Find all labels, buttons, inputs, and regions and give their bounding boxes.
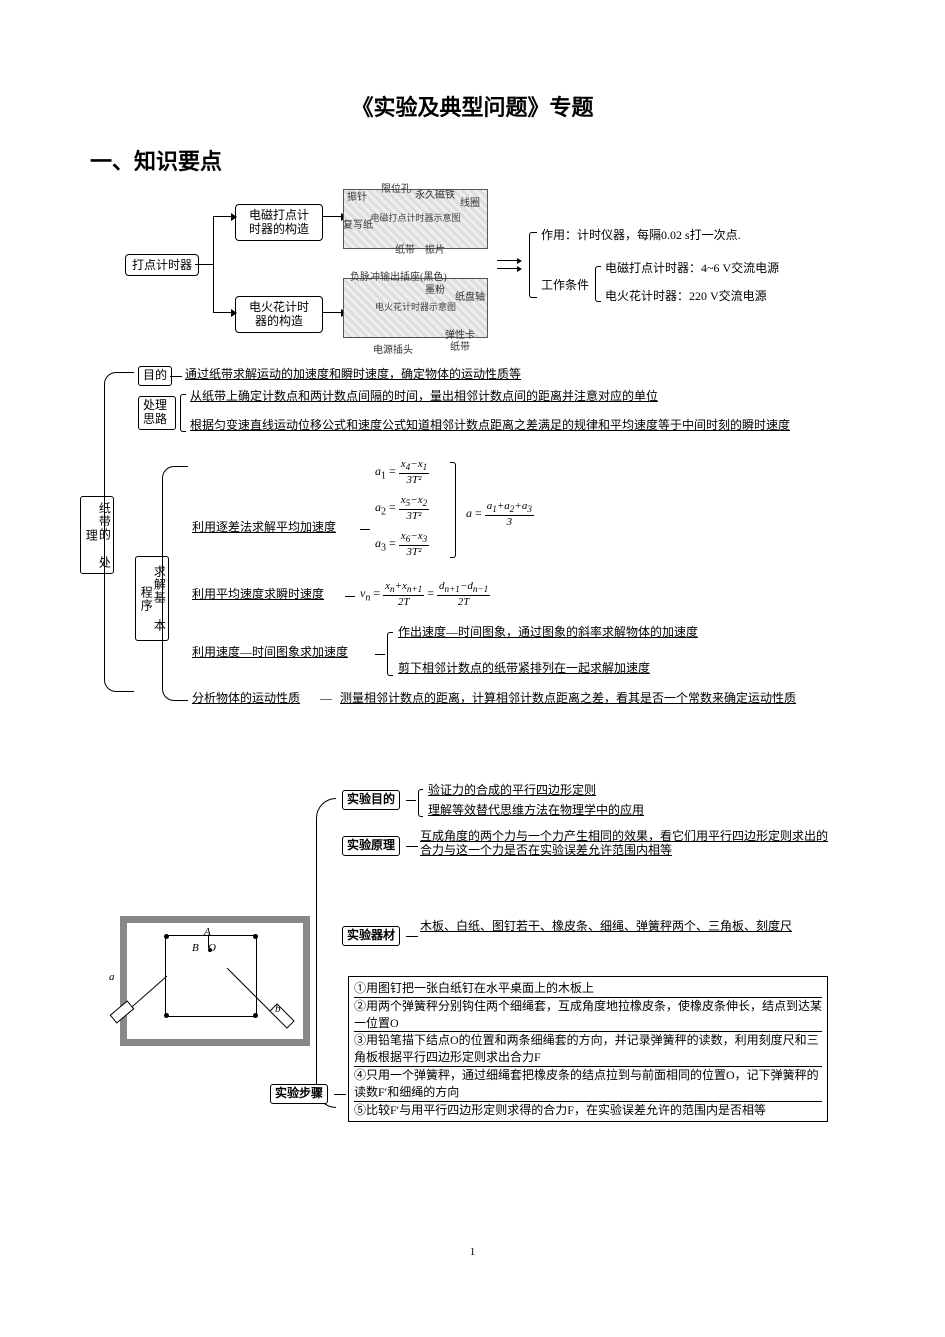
condition2: 电火花计时器：220 V交流电源 xyxy=(605,290,767,304)
label: 振针 xyxy=(347,188,367,203)
label: 复写纸 xyxy=(343,216,373,231)
sec2-label: 实验原理 xyxy=(342,836,400,856)
point-O xyxy=(208,948,212,952)
method2: 根据匀变速直线运动位移公式和速度公式知道相邻计数点距离之差满足的规律和平均速度等… xyxy=(190,419,790,433)
equation: a3 = x6−x33T² xyxy=(375,530,429,558)
purpose-text: 通过纸带求解运动的加速度和瞬时速度，确定物体的运动性质等 xyxy=(185,368,521,382)
p3a: 作出速度—时间图象，通过图象的斜率求解物体的加速度 xyxy=(398,626,698,640)
sec3: 木板、白纸、图钉若干、橡皮条、细绳、弹簧秤两个、三角板、刻度尺 xyxy=(420,920,800,934)
spring-scale-a-icon xyxy=(107,971,177,1026)
label-B: B xyxy=(192,942,199,954)
equation: vn = xn+xn+12T = dn+1−dn−12T xyxy=(360,580,490,608)
bracket xyxy=(418,789,423,817)
branch1-box: 电磁打点计 时器的构造 xyxy=(235,204,323,241)
label: 墨粉 xyxy=(425,281,445,296)
sec3-label: 实验器材 xyxy=(342,926,400,946)
page-title: 《实验及典型问题》专题 xyxy=(90,90,855,122)
label: 永久磁铁 xyxy=(415,186,455,201)
sec4-label: 实验步骤 xyxy=(270,1084,328,1104)
pin-icon xyxy=(164,934,169,939)
conn-line xyxy=(334,1094,346,1095)
label: 限位孔 xyxy=(381,180,411,195)
label: 纸带 xyxy=(395,241,415,256)
p3b: 剪下相邻计数点的纸带紧排列在一起求解加速度 xyxy=(398,662,650,676)
conn-line xyxy=(406,846,418,847)
step-2: ②用两个弹簧秤分别钩住两个细绳套，互成角度地拉橡皮条，使橡皮条伸长，结点到达某一… xyxy=(354,997,822,1032)
function-text: 作用：计时仪器，每隔0.02 s打一次点. xyxy=(541,229,741,243)
curve-bracket xyxy=(104,372,134,692)
step-1: ①用图钉把一张白纸钉在水平桌面上的木板上 xyxy=(354,980,822,997)
curve-bracket xyxy=(316,798,336,1108)
p4-label: 分析物体的运动性质 xyxy=(192,692,300,706)
label: 电源插头 xyxy=(373,341,413,356)
bracket xyxy=(387,632,393,676)
label-b: b xyxy=(275,1003,281,1015)
root-box: 打点计时器 xyxy=(125,254,199,276)
conn-line xyxy=(345,596,355,597)
branch2-box: 电火花计时 器的构造 xyxy=(235,296,323,333)
method-label: 处理 思路 xyxy=(138,396,176,430)
step-4: ④只用一个弹簧秤，通过细绳套把橡皮条的结点拉到与前面相同的位置O，记下弹簧秤的读… xyxy=(354,1066,822,1101)
conn-line xyxy=(360,529,370,530)
sec1a: 验证力的合成的平行四边形定则 xyxy=(428,784,596,798)
label: 纸带 xyxy=(450,338,470,353)
pin-icon xyxy=(253,934,258,939)
conn-line xyxy=(406,936,418,937)
dash: — xyxy=(320,692,332,706)
conn-line xyxy=(406,800,416,801)
conn-line xyxy=(195,264,213,265)
condition1: 电磁打点计时器：4~6 V交流电源 xyxy=(605,262,779,276)
curve-bracket xyxy=(162,466,188,701)
p4: 测量相邻计数点的距离，计算相邻计数点距离之差，看其是否一个常数来确定运动性质 xyxy=(340,692,796,706)
img-caption: 电火花计时器示意图 xyxy=(375,303,456,313)
section-heading: 一、知识要点 xyxy=(90,144,855,176)
double-arrow-icon xyxy=(497,256,523,274)
p3-label: 利用速度—时间图象求加速度 xyxy=(192,646,348,660)
experiment-diagram: A B O a b 实验目的 验证力的合成的平行四边形定则 理解等效替代思维方法… xyxy=(120,786,870,1216)
conn-line xyxy=(323,216,341,217)
conn-line xyxy=(213,312,231,313)
equation: a2 = x5−x23T² xyxy=(375,494,429,522)
bracket xyxy=(595,266,601,302)
step-3: ③用铅笔描下结点O的位置和两条细绳套的方向，并记录弹簧秤的读数，利用刻度尺和三角… xyxy=(354,1031,822,1066)
equation: a = a1+a2+a33 xyxy=(466,500,534,528)
sec2: 互成角度的两个力与一个力产生相同的效果，看它们用平行四边形定则求出的合力与这一个… xyxy=(420,830,830,858)
steps-box: ①用图钉把一张白纸钉在水平桌面上的木板上 ②用两个弹簧秤分别钩住两个细绳套，互成… xyxy=(348,976,828,1122)
apparatus-frame: A B O a b xyxy=(120,916,310,1046)
img-caption: 电磁打点计时器示意图 xyxy=(370,214,460,224)
conn-line xyxy=(323,312,341,313)
conn-line xyxy=(213,216,214,312)
label-a: a xyxy=(109,971,115,983)
tape-diagram: 纸带的 处理 目的 通过纸带求解运动的加速度和瞬时速度，确定物体的运动性质等 处… xyxy=(80,366,860,716)
label: 纸盘轴 xyxy=(455,288,485,303)
label: 线圈 xyxy=(460,194,480,209)
conn-line xyxy=(170,376,182,377)
page-number: 1 xyxy=(90,1246,855,1258)
conn-line xyxy=(213,216,231,217)
spring-scale-b-icon xyxy=(222,963,302,1033)
line xyxy=(208,936,209,948)
bracket xyxy=(180,394,186,432)
p1-label: 利用逐差法求解平均加速度 xyxy=(192,521,336,535)
equation: a1 = x4−x13T² xyxy=(375,458,429,486)
step-5: ⑤比较F′与用平行四边形定则求得的合力F，在实验误差允许的范围内是否相等 xyxy=(354,1101,822,1119)
sec1b: 理解等效替代思维方法在物理学中的应用 xyxy=(428,804,644,818)
purpose-label: 目的 xyxy=(138,366,172,386)
sec1-label: 实验目的 xyxy=(342,790,400,810)
timer-diagram: 打点计时器 电磁打点计 时器的构造 电火花计时 器的构造 电磁打点计时器示意图 … xyxy=(125,186,845,356)
bracket xyxy=(529,232,537,298)
condition-label: 工作条件 xyxy=(541,279,589,293)
bracket xyxy=(450,462,456,558)
conn-line xyxy=(375,654,385,655)
p2-label: 利用平均速度求瞬时速度 xyxy=(192,588,324,602)
method1: 从纸带上确定计数点和两计数点间隔的时间，量出相邻计数点间的距离并注意对应的单位 xyxy=(190,390,658,404)
label: 振片 xyxy=(425,241,445,256)
